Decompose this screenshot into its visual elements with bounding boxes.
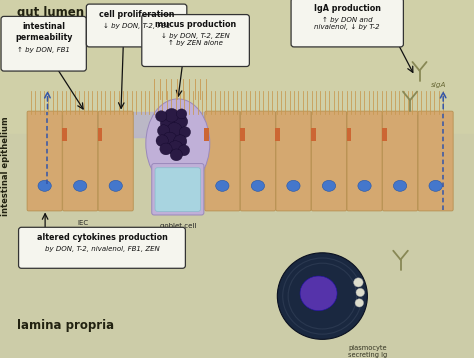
Ellipse shape [300, 276, 337, 311]
Bar [160, 163, 195, 213]
Bar [28, 112, 446, 137]
FancyBboxPatch shape [63, 111, 98, 211]
Bar [204, 127, 209, 141]
Ellipse shape [429, 180, 442, 191]
Text: ↓ by DON, T-2, FB1: ↓ by DON, T-2, FB1 [103, 23, 170, 29]
FancyBboxPatch shape [1, 16, 86, 71]
Ellipse shape [251, 180, 264, 191]
Circle shape [164, 108, 179, 122]
FancyBboxPatch shape [27, 111, 62, 211]
Text: goblet cell: goblet cell [160, 223, 196, 229]
Circle shape [173, 135, 187, 147]
Ellipse shape [146, 99, 210, 188]
Ellipse shape [393, 180, 407, 191]
Ellipse shape [109, 180, 122, 191]
FancyBboxPatch shape [155, 168, 201, 211]
FancyBboxPatch shape [383, 111, 418, 211]
Circle shape [174, 115, 188, 128]
Circle shape [157, 125, 170, 137]
Circle shape [160, 143, 172, 155]
Bar [346, 127, 351, 141]
FancyBboxPatch shape [152, 164, 204, 215]
Text: intestinal
permeability: intestinal permeability [15, 22, 73, 42]
Circle shape [277, 253, 367, 339]
Text: ↑ by DON and
nivalenol, ↓ by T-2: ↑ by DON and nivalenol, ↓ by T-2 [314, 16, 380, 30]
Text: IEC: IEC [77, 219, 89, 226]
Text: by DON, T-2, nivalenol, FB1, ZEN: by DON, T-2, nivalenol, FB1, ZEN [45, 246, 159, 252]
FancyBboxPatch shape [418, 111, 453, 211]
FancyBboxPatch shape [276, 111, 311, 211]
Text: gut lumen: gut lumen [17, 6, 84, 19]
Circle shape [178, 145, 190, 156]
Circle shape [170, 149, 182, 161]
FancyBboxPatch shape [240, 111, 275, 211]
Ellipse shape [358, 180, 371, 191]
FancyBboxPatch shape [86, 4, 187, 47]
Ellipse shape [216, 180, 229, 191]
Bar [275, 127, 280, 141]
Ellipse shape [287, 180, 300, 191]
FancyBboxPatch shape [291, 0, 403, 47]
Text: intestinal epithelium: intestinal epithelium [1, 116, 10, 216]
Circle shape [176, 109, 187, 119]
Circle shape [356, 288, 365, 296]
Text: IgA production: IgA production [314, 4, 381, 13]
FancyBboxPatch shape [142, 15, 249, 67]
Bar [311, 127, 316, 141]
FancyBboxPatch shape [347, 111, 382, 211]
Ellipse shape [73, 180, 87, 191]
Text: altered cytokines production: altered cytokines production [36, 233, 167, 242]
Text: cell proliferation: cell proliferation [99, 10, 174, 19]
Bar [382, 127, 387, 141]
Circle shape [167, 122, 182, 137]
Ellipse shape [38, 180, 51, 191]
Bar [98, 127, 102, 141]
Circle shape [160, 115, 176, 131]
FancyBboxPatch shape [311, 111, 346, 211]
Circle shape [163, 132, 177, 146]
Text: ↑ by DON, FB1: ↑ by DON, FB1 [17, 47, 70, 53]
Bar [62, 127, 67, 141]
Circle shape [179, 127, 191, 137]
Circle shape [168, 141, 183, 155]
Bar [0, 134, 474, 344]
Text: mucus production: mucus production [155, 20, 236, 29]
Bar [240, 127, 245, 141]
Ellipse shape [322, 180, 336, 191]
Text: plasmocyte
secreting Ig: plasmocyte secreting Ig [348, 345, 388, 358]
Bar [0, 0, 474, 134]
Circle shape [355, 299, 364, 307]
Text: ↓ by DON, T-2, ZEN
↑ by ZEN alone: ↓ by DON, T-2, ZEN ↑ by ZEN alone [161, 33, 230, 46]
FancyBboxPatch shape [98, 111, 133, 211]
FancyBboxPatch shape [205, 111, 240, 211]
Circle shape [155, 111, 167, 122]
Text: sIgA: sIgA [431, 82, 447, 88]
Circle shape [156, 135, 168, 147]
Circle shape [354, 278, 363, 287]
FancyBboxPatch shape [18, 227, 185, 268]
Text: lamina propria: lamina propria [17, 319, 114, 332]
